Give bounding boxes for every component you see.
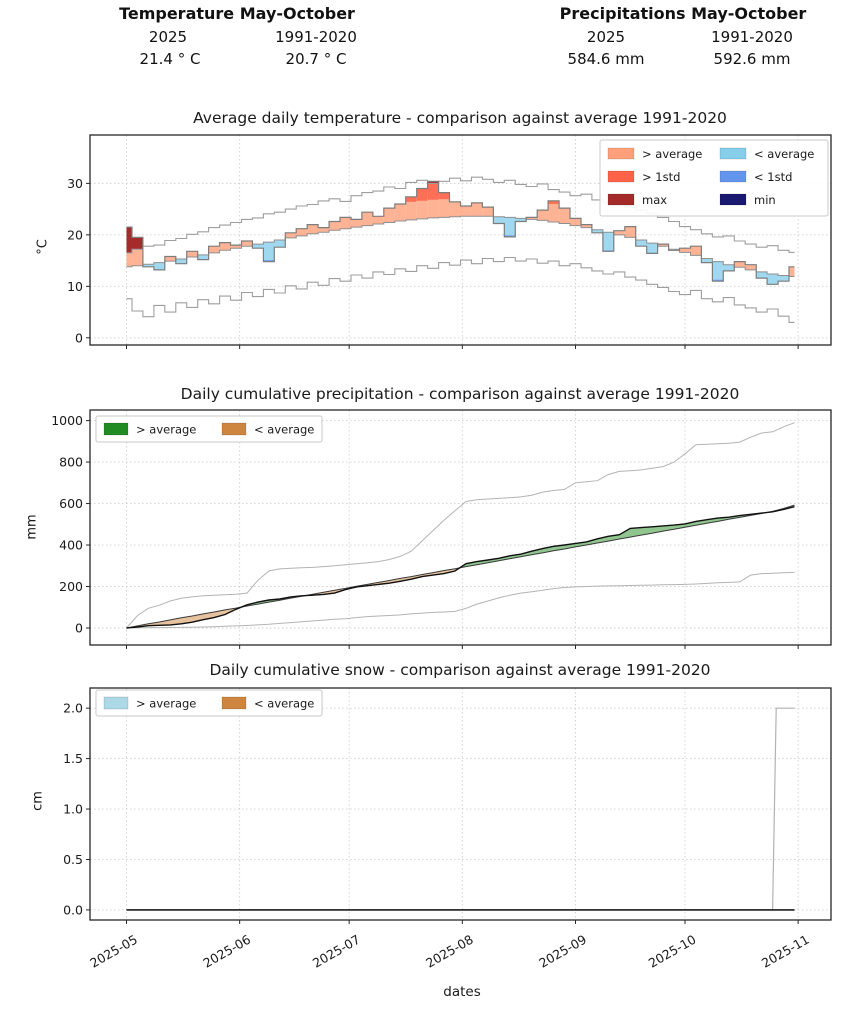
svg-text:0.0: 0.0 [63, 902, 83, 917]
series-clim_mean [126, 215, 795, 277]
svg-text:< 1std: < 1std [754, 170, 792, 184]
svg-text:1.5: 1.5 [63, 751, 83, 766]
legend-swatch--1std [607, 170, 635, 183]
chart-2-axes: 0.0 0.5 1.0 1.5 2.0 2025-05 2025-06 2025-07 2025… [63, 687, 832, 971]
legend-swatch--average [607, 147, 635, 160]
svg-text:> 1std: > 1std [642, 170, 680, 184]
legend-swatch-0 [103, 422, 129, 436]
legend-swatch-0 [103, 696, 129, 710]
svg-text:max: max [642, 193, 667, 207]
svg-text:30: 30 [67, 176, 83, 191]
svg-text:600: 600 [59, 496, 83, 511]
series-clim_min [126, 256, 795, 323]
svg-text:0.5: 0.5 [63, 852, 83, 867]
svg-text:2025-07: 2025-07 [310, 932, 363, 971]
precipitation-period-2025: 2025 [586, 28, 626, 46]
svg-text:2025-09: 2025-09 [536, 932, 589, 971]
svg-text:< average: < average [254, 697, 314, 711]
chart-0-axes: 0 10 20 30 [67, 134, 832, 349]
temperature-chart-title: Average daily temperature - comparison a… [193, 109, 727, 127]
legend-swatch-1 [221, 422, 247, 436]
svg-text:2025-06: 2025-06 [200, 932, 253, 971]
precipitation-value-2025: 584.6 mm [567, 50, 645, 68]
svg-text:0: 0 [75, 330, 83, 345]
precipitation-summary-title: Precipitations May-October [559, 4, 807, 23]
legend-swatch--1std [719, 170, 747, 183]
svg-text:2025-05: 2025-05 [87, 932, 140, 971]
x-axis-label: dates [443, 984, 481, 1000]
chart-0-fills [126, 181, 795, 285]
svg-text:1.0: 1.0 [63, 802, 83, 817]
legend-swatch-1 [221, 696, 247, 710]
svg-text:> average: > average [136, 423, 196, 437]
chart-2-grid [90, 688, 831, 920]
chart-1-axes: 0 200 400 600 800 1000 [51, 409, 832, 649]
temperature-value-normal: 20.7 ° C [285, 50, 347, 68]
legend-swatch--average [719, 147, 747, 160]
legend-swatch-min [719, 193, 747, 206]
chart-1-legend: > average < average [95, 415, 323, 443]
svg-text:2.0: 2.0 [63, 701, 83, 716]
chart-1-series [126, 422, 795, 629]
svg-text:0: 0 [75, 620, 83, 635]
svg-text:< average: < average [254, 423, 314, 437]
chart-0-legend: > average > 1std max < average < 1std min [599, 139, 829, 217]
precipitation-period-normal: 1991-2020 [711, 28, 793, 46]
chart-2-series [126, 707, 795, 911]
chart-0-series [126, 176, 795, 323]
temperature-period-2025: 2025 [148, 28, 188, 46]
precipitation-y-axis-label: mm [24, 514, 40, 540]
temperature-value-2025: 21.4 ° C [139, 50, 201, 68]
svg-text:400: 400 [59, 538, 83, 553]
snow-chart-title: Daily cumulative snow - comparison again… [209, 661, 711, 679]
temperature-y-axis-label: °C [35, 239, 51, 255]
svg-text:1000: 1000 [51, 413, 83, 428]
svg-text:2025-11: 2025-11 [759, 932, 812, 971]
svg-text:> average: > average [642, 147, 702, 161]
svg-text:10: 10 [67, 279, 83, 294]
precipitation-chart-title: Daily cumulative precipitation - compari… [180, 385, 740, 403]
precipitation-value-normal: 592.6 mm [713, 50, 791, 68]
series-clim_min [126, 571, 795, 629]
series-year [126, 506, 795, 629]
svg-text:< average: < average [754, 147, 814, 161]
svg-text:2025-08: 2025-08 [423, 932, 476, 971]
temperature-summary-title: Temperature May-October [119, 4, 355, 23]
snow-y-axis-label: cm [30, 791, 46, 811]
svg-text:2025-10: 2025-10 [646, 932, 699, 971]
svg-text:min: min [754, 193, 776, 207]
temperature-period-normal: 1991-2020 [275, 28, 357, 46]
series-clim_max [126, 176, 795, 254]
series-clim_max [126, 422, 795, 629]
svg-text:> average: > average [136, 697, 196, 711]
svg-text:800: 800 [59, 455, 83, 470]
series-year [126, 180, 795, 285]
svg-text:20: 20 [67, 227, 83, 242]
legend-swatch-max [607, 193, 635, 206]
svg-text:200: 200 [59, 579, 83, 594]
chart-2-legend: > average < average [95, 689, 323, 717]
